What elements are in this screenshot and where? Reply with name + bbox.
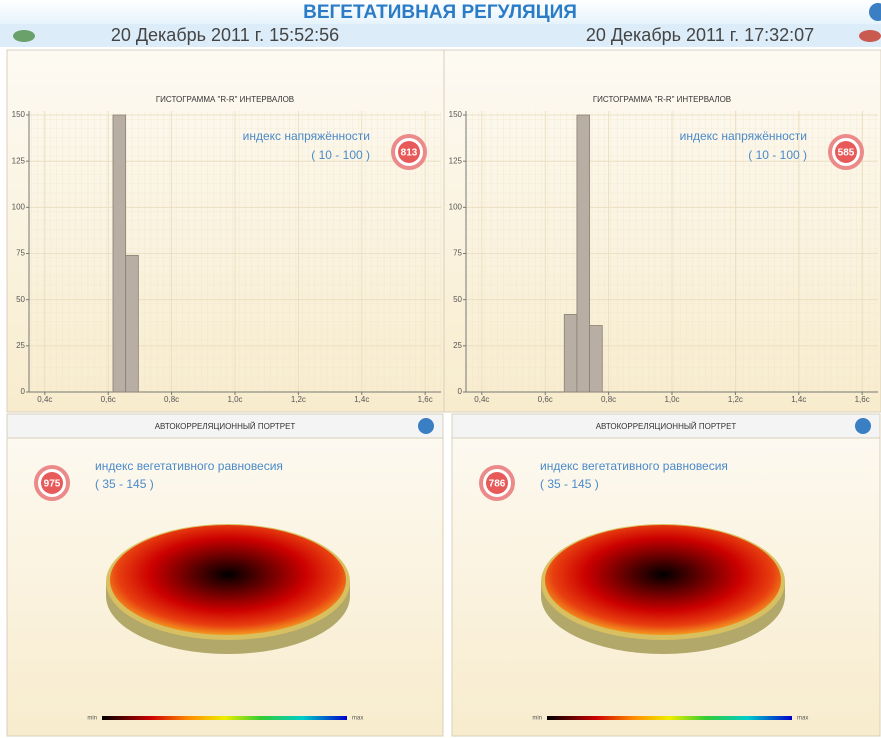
y-tick-label: 25 [16, 341, 25, 350]
panel-header [451, 413, 881, 439]
x-tick-label: 1,2с [728, 395, 743, 404]
index-range: ( 35 - 145 ) [540, 477, 599, 491]
y-tick-label: 75 [453, 249, 462, 258]
x-tick-label: 1,6с [418, 395, 433, 404]
index-label: индекс напряжённости [680, 129, 807, 143]
x-tick-label: 0,6с [101, 395, 116, 404]
x-tick-label: 1,6с [855, 395, 870, 404]
x-tick-label: 0,6с [538, 395, 553, 404]
index-badge-core [41, 472, 63, 494]
index-value: 585 [838, 148, 855, 159]
bar [112, 114, 127, 393]
bar [576, 114, 591, 393]
x-tick-label: 1,2с [291, 395, 306, 404]
info-button[interactable] [418, 418, 434, 434]
index-label: индекс напряжённости [243, 129, 370, 143]
scale-max: max [352, 716, 363, 722]
x-tick-label: 0,8с [601, 395, 616, 404]
index-value: 786 [489, 479, 506, 490]
index-range: ( 35 - 145 ) [95, 477, 154, 491]
y-tick-label: 150 [12, 110, 26, 119]
help-button[interactable] [869, 3, 881, 21]
date-bar [0, 24, 881, 47]
y-tick-label: 100 [12, 202, 26, 211]
bar [125, 254, 139, 393]
color-scale [547, 716, 792, 720]
color-scale [102, 716, 347, 720]
x-tick-label: 0,4с [37, 395, 52, 404]
index-badge-core [398, 141, 420, 163]
header-bar [0, 0, 881, 24]
x-tick-label: 0,4с [474, 395, 489, 404]
index-label: индекс вегетативного равновесия [95, 459, 283, 473]
y-tick-label: 50 [16, 295, 25, 304]
panel-title: АВТОКОРРЕЛЯЦИОННЫЙ ПОРТРЕТ [596, 422, 737, 431]
panel-title: ГИСТОГРАММА "R-R" ИНТЕРВАЛОВ [156, 95, 294, 104]
bar [563, 314, 578, 393]
index-value: 975 [44, 479, 61, 490]
bar [589, 325, 603, 393]
y-tick-label: 125 [449, 156, 463, 165]
index-badge-core [835, 141, 857, 163]
index-badge-core [486, 472, 508, 494]
x-tick-label: 0,8с [164, 395, 179, 404]
portrait-surface [110, 525, 346, 635]
y-tick-label: 50 [453, 295, 462, 304]
index-value: 813 [401, 148, 418, 159]
scale-max: max [797, 716, 808, 722]
panel-title: АВТОКОРРЕЛЯЦИОННЫЙ ПОРТРЕТ [155, 422, 296, 431]
index-range: ( 10 - 100 ) [311, 148, 370, 162]
scale-min: min [87, 716, 97, 722]
panel-header [6, 413, 444, 439]
y-tick-label: 25 [453, 341, 462, 350]
date-right: 20 Декабрь 2011 г. 17:32:07 [586, 25, 814, 45]
y-tick-label: 0 [21, 387, 26, 396]
date-left: 20 Декабрь 2011 г. 15:52:56 [111, 25, 339, 45]
x-tick-label: 1,0с [227, 395, 242, 404]
nav-icon[interactable] [859, 30, 881, 42]
panel-title: ГИСТОГРАММА "R-R" ИНТЕРВАЛОВ [593, 95, 731, 104]
y-tick-label: 150 [449, 110, 463, 119]
y-tick-label: 0 [458, 387, 463, 396]
y-tick-label: 100 [449, 202, 463, 211]
scale-min: min [532, 716, 542, 722]
y-tick-label: 125 [12, 156, 26, 165]
index-range: ( 10 - 100 ) [748, 148, 807, 162]
index-label: индекс вегетативного равновесия [540, 459, 728, 473]
x-tick-label: 1,0с [664, 395, 679, 404]
portrait-surface [545, 525, 781, 635]
info-button[interactable] [855, 418, 871, 434]
nav-icon[interactable] [13, 30, 35, 42]
x-tick-label: 1,4с [791, 395, 806, 404]
x-tick-label: 1,4с [354, 395, 369, 404]
y-tick-label: 75 [16, 249, 25, 258]
page-title: ВЕГЕТАТИВНАЯ РЕГУЛЯЦИЯ [303, 2, 577, 23]
